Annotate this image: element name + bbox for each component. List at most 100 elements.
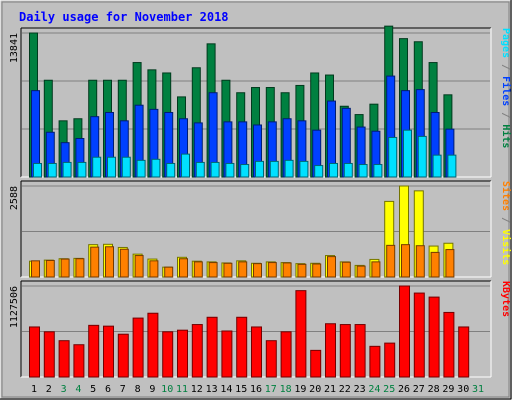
bar-sites	[134, 255, 144, 278]
bar-pages	[358, 164, 368, 178]
bar-kbytes	[177, 329, 188, 378]
bar-pages	[240, 164, 250, 178]
series-side-label: Pages / Files / Hits	[500, 28, 512, 148]
bar-kbytes	[206, 316, 218, 378]
day-label: 28	[428, 384, 440, 395]
bar-sites	[327, 256, 336, 278]
bar-pages	[33, 162, 42, 178]
bar-sites	[371, 261, 381, 278]
day-label: 17	[265, 384, 277, 395]
bar-sites	[401, 244, 410, 278]
bar-sites	[282, 262, 292, 278]
side-label-part: Visits	[500, 229, 512, 265]
day-label: 9	[149, 384, 155, 395]
chart-title: Daily usage for November 2018	[19, 10, 229, 24]
bar-pages	[269, 160, 279, 178]
max-value-label: 13841	[9, 33, 20, 63]
bar-pages	[77, 161, 87, 178]
bar-kbytes	[58, 340, 70, 378]
bar-pages	[299, 160, 309, 178]
bar-kbytes	[43, 331, 55, 378]
bar-pages	[314, 165, 324, 178]
bar-kbytes	[73, 344, 85, 378]
side-label-part: Hits	[500, 124, 512, 148]
bar-pages	[225, 162, 235, 178]
bar-sites	[193, 261, 203, 278]
bar-kbytes	[310, 349, 322, 378]
bar-kbytes	[295, 290, 307, 378]
bar-sites	[223, 262, 233, 278]
day-label: 25	[383, 384, 395, 395]
max-value-label: 1127506	[9, 286, 20, 328]
bar-sites	[386, 244, 396, 278]
bar-kbytes	[147, 312, 159, 378]
day-labels: 1 2 3 4 5 6 7 8 9 10 11 12 13 14 15 16 17 18 19 20 21 22 23 24 2…	[31, 384, 484, 395]
bar-kbytes	[413, 292, 425, 378]
bar-kbytes	[339, 324, 351, 378]
side-label-part: Files	[500, 76, 512, 106]
bar-kbytes	[132, 317, 144, 378]
bar-pages	[388, 136, 398, 178]
day-label: 3	[61, 384, 67, 395]
day-label: 7	[120, 384, 126, 395]
bar-sites	[430, 251, 440, 278]
series-side-label: KBytes	[500, 281, 511, 317]
day-label: 13	[206, 384, 218, 395]
bar-kbytes	[369, 345, 381, 378]
bar-pages	[47, 162, 57, 178]
bar-pages	[329, 162, 338, 178]
bar-pages	[210, 161, 220, 178]
max-value-label: 2588	[9, 186, 20, 210]
bar-sites	[45, 259, 55, 278]
day-label: 23	[354, 384, 366, 395]
bar-pages	[432, 154, 442, 178]
bar-pages	[373, 164, 383, 178]
panel-3: 1127506 KBytes	[9, 280, 511, 378]
bar-sites	[208, 262, 218, 278]
chart-panels: 13841 Pages / Files / Hits 2588 Sites / Vis…	[9, 25, 512, 378]
bar-kbytes	[236, 316, 248, 378]
panel-1: 13841 Pages / Files / Hits	[9, 25, 512, 178]
bar-sites	[164, 266, 174, 278]
bar-sites	[179, 258, 188, 278]
day-label: 6	[105, 384, 111, 395]
day-label: 29	[442, 384, 454, 395]
bar-pages	[195, 161, 205, 178]
bar-kbytes	[458, 326, 470, 378]
day-label: 12	[191, 384, 203, 395]
side-label-part: Pages	[500, 28, 511, 58]
side-label-part: KBytes	[500, 281, 511, 317]
day-label: 22	[339, 384, 351, 395]
day-label: 16	[250, 384, 262, 395]
bar-pages	[121, 156, 131, 178]
bar-kbytes	[88, 324, 100, 378]
bar-kbytes	[265, 340, 277, 378]
day-label: 14	[220, 384, 232, 395]
bar-pages	[151, 158, 161, 178]
bar-sites	[312, 263, 322, 278]
day-label: 10	[161, 384, 173, 395]
day-label: 1	[31, 384, 37, 395]
bar-sites	[90, 246, 100, 278]
bar-pages	[92, 156, 102, 178]
day-label: 15	[235, 384, 247, 395]
bar-kbytes	[221, 330, 233, 378]
bar-kbytes	[384, 342, 396, 378]
day-label: 26	[398, 384, 410, 395]
bar-sites	[75, 258, 85, 278]
side-label-part: /	[500, 106, 511, 124]
bar-sites	[356, 265, 366, 278]
bar-pages	[447, 154, 457, 178]
bar-sites	[105, 246, 114, 278]
day-label: 24	[368, 384, 380, 395]
bar-pages	[343, 162, 353, 178]
bar-kbytes	[29, 326, 40, 378]
bar-kbytes	[162, 331, 174, 378]
series-side-label: Sites / Visits	[500, 181, 512, 265]
day-label: 11	[176, 384, 188, 395]
bar-pages	[166, 162, 176, 178]
bar-pages	[181, 153, 190, 178]
bar-sites	[341, 261, 351, 278]
panel-2: 2588 Sites / Visits	[9, 180, 512, 278]
